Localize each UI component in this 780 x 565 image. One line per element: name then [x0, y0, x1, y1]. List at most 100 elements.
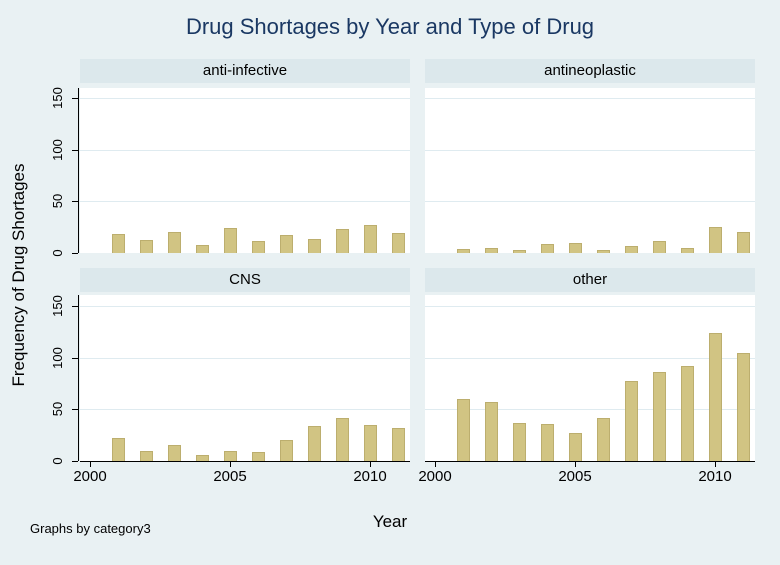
bar-2004	[196, 455, 209, 461]
panel-plot-cns	[80, 295, 410, 461]
bar-2006	[252, 452, 265, 461]
x-tick-label-2005: 2005	[558, 468, 592, 485]
x-tick-label-2010: 2010	[353, 468, 387, 485]
bar-2010	[709, 333, 722, 461]
gridline-50	[425, 409, 755, 410]
y-tick-label-0: 0	[50, 249, 65, 257]
bar-2004	[196, 245, 209, 253]
x-tick-2000	[435, 462, 436, 467]
bar-2008	[308, 426, 321, 461]
gridline-150	[425, 306, 755, 307]
bar-2008	[653, 241, 666, 253]
y-axis-label: Frequency of Drug Shortages	[9, 163, 28, 387]
bar-2010	[709, 227, 722, 253]
panel-plot-anti-infective	[80, 88, 410, 253]
bar-2002	[140, 451, 153, 461]
bar-2009	[336, 229, 349, 253]
bar-2006	[597, 250, 610, 253]
bar-2007	[280, 440, 293, 461]
bar-2006	[597, 418, 610, 461]
y-axis-line	[78, 88, 79, 253]
x-tick-label-2000: 2000	[73, 468, 107, 485]
gridline-100	[80, 150, 410, 151]
x-tick-2005	[230, 462, 231, 467]
y-tick-150	[72, 98, 78, 99]
bar-2009	[681, 248, 694, 253]
x-tick-2010	[370, 462, 371, 467]
bar-2006	[252, 241, 265, 253]
bar-2002	[140, 240, 153, 253]
bar-2005	[569, 243, 582, 253]
y-axis-line	[78, 295, 79, 461]
x-axis-line	[80, 461, 410, 462]
gridline-150	[80, 306, 410, 307]
y-tick-label-100: 100	[50, 139, 65, 161]
bar-2011	[392, 233, 405, 253]
y-tick-50	[72, 201, 78, 202]
x-tick-label-2005: 2005	[213, 468, 247, 485]
bar-2001	[457, 249, 470, 253]
y-tick-100	[72, 358, 78, 359]
bar-2003	[168, 445, 181, 461]
bar-2009	[681, 366, 694, 461]
gridline-100	[80, 358, 410, 359]
x-tick-label-2010: 2010	[698, 468, 732, 485]
y-tick-0	[72, 253, 78, 254]
bar-2003	[513, 423, 526, 461]
bar-2001	[457, 399, 470, 461]
bar-2004	[541, 244, 554, 253]
y-tick-label-50: 50	[50, 193, 65, 209]
bar-2008	[653, 372, 666, 461]
gridline-50	[425, 201, 755, 202]
x-tick-2005	[575, 462, 576, 467]
bar-2005	[224, 451, 237, 461]
bar-2011	[392, 428, 405, 461]
bar-2011	[737, 232, 750, 253]
bar-2011	[737, 353, 750, 461]
x-tick-label-2000: 2000	[418, 468, 452, 485]
x-tick-2010	[715, 462, 716, 467]
bar-2010	[364, 225, 377, 253]
bar-2008	[308, 239, 321, 253]
gridline-50	[80, 201, 410, 202]
bar-2003	[513, 250, 526, 253]
panel-header-antineoplastic: antineoplastic	[425, 59, 755, 83]
y-tick-label-150: 150	[50, 295, 65, 317]
y-tick-50	[72, 409, 78, 410]
bar-2005	[224, 228, 237, 253]
chart-title: Drug Shortages by Year and Type of Drug	[185, 14, 595, 39]
bar-2007	[625, 246, 638, 253]
x-axis-label: Year	[372, 512, 408, 531]
gridline-150	[425, 98, 755, 99]
bar-2007	[280, 235, 293, 253]
bar-2001	[112, 438, 125, 461]
panel-header-anti-infective: anti-infective	[80, 59, 410, 83]
y-tick-100	[72, 150, 78, 151]
bar-2010	[364, 425, 377, 461]
gridline-150	[80, 98, 410, 99]
bar-2004	[541, 424, 554, 461]
panel-plot-antineoplastic	[425, 88, 755, 253]
y-tick-150	[72, 306, 78, 307]
bar-2001	[112, 234, 125, 253]
y-tick-0	[72, 461, 78, 462]
bar-2002	[485, 402, 498, 461]
gridline-50	[80, 409, 410, 410]
panel-plot-other	[425, 295, 755, 461]
y-tick-label-100: 100	[50, 347, 65, 369]
panel-header-cns: CNS	[80, 268, 410, 292]
gridline-100	[425, 150, 755, 151]
panel-header-other: other	[425, 268, 755, 292]
y-tick-label-150: 150	[50, 87, 65, 109]
graphs-by-note: Graphs by category3	[30, 521, 151, 536]
bar-2003	[168, 232, 181, 253]
y-tick-label-50: 50	[50, 401, 65, 417]
bar-2009	[336, 418, 349, 461]
x-axis-line	[425, 461, 755, 462]
bar-2002	[485, 248, 498, 253]
x-tick-2000	[90, 462, 91, 467]
bar-2005	[569, 433, 582, 461]
bar-2007	[625, 381, 638, 461]
gridline-100	[425, 358, 755, 359]
